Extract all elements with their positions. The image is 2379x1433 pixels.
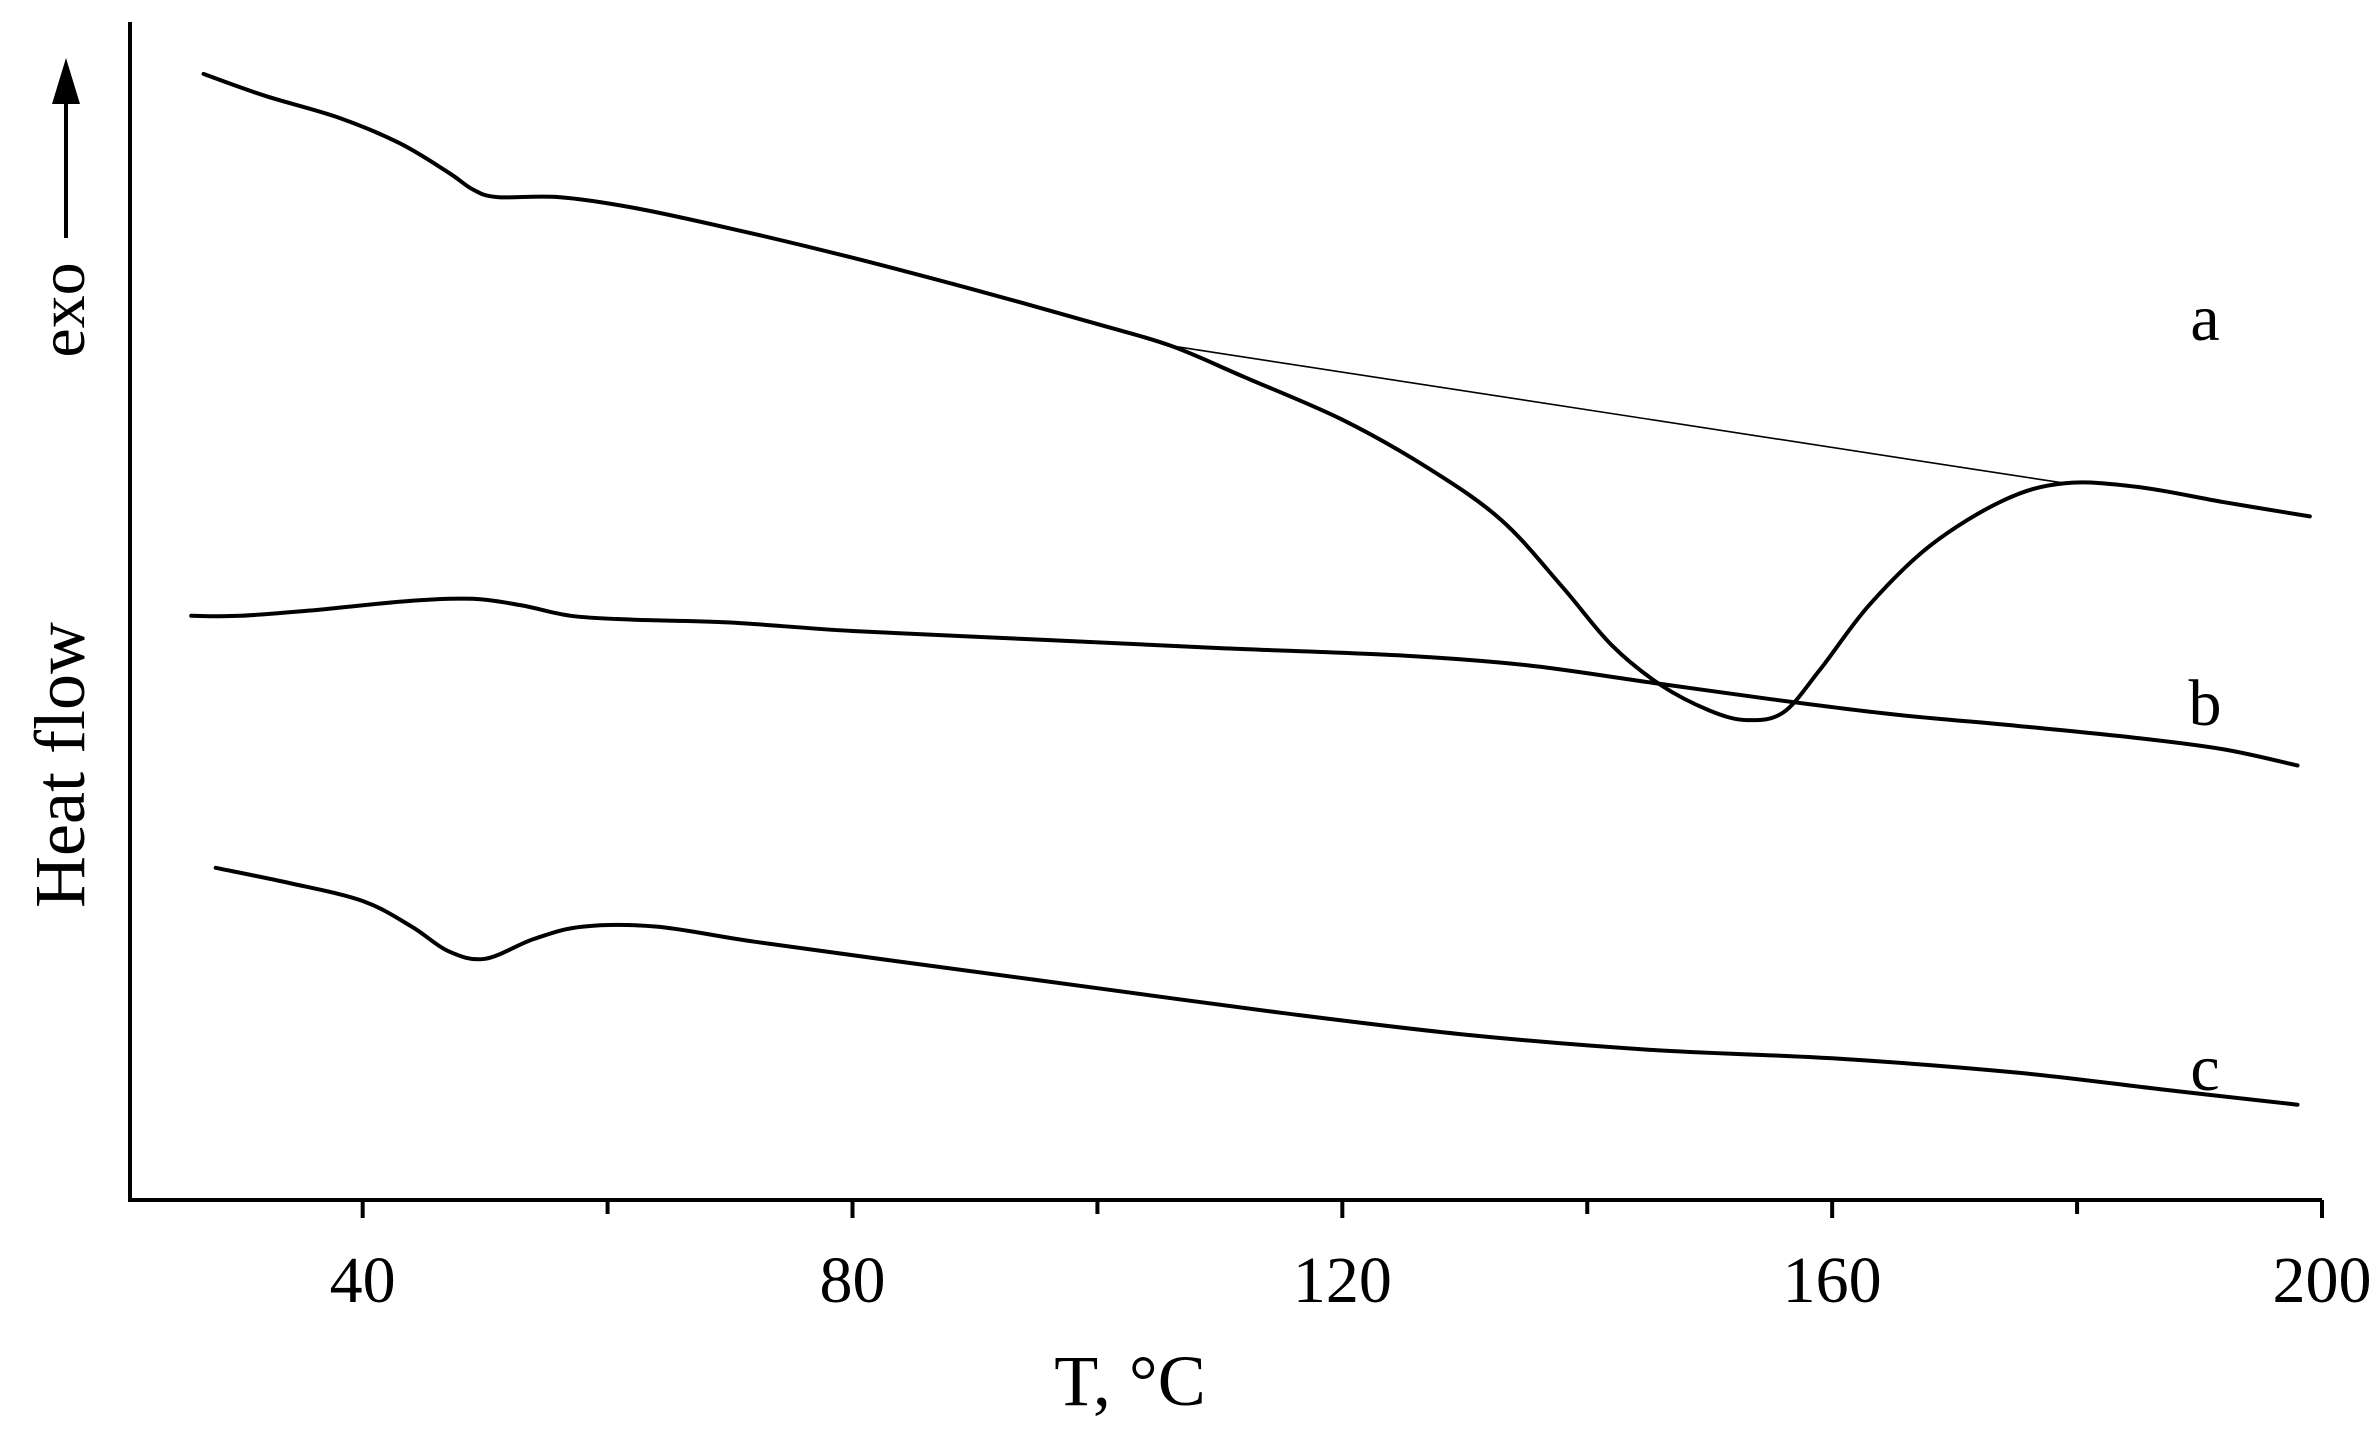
x-tick-label-80: 80 (820, 1244, 886, 1317)
x-axis-title: T, °C (1054, 1341, 1205, 1421)
x-ticks (360, 1200, 2324, 1218)
x-tick-labels: 40 80 120 160 200 (330, 1244, 2372, 1317)
exo-indicator: exo (26, 58, 99, 358)
curve-a (201, 71, 2312, 723)
exo-label: exo (26, 262, 99, 357)
x-tick-label-120: 120 (1293, 1244, 1392, 1317)
baseline-line (1170, 345, 2066, 484)
y-axis-title: Heat flow (20, 622, 100, 908)
curve-label-a: a (2190, 282, 2219, 355)
x-tick-label-160: 160 (1783, 1244, 1882, 1317)
exo-arrow-head (52, 58, 80, 104)
chart-axes (128, 22, 2322, 1202)
curve-labels: a b c (2189, 282, 2222, 1105)
curve-b (189, 596, 2300, 768)
curve-label-c: c (2190, 1032, 2219, 1105)
curve-c (213, 865, 2300, 1107)
curves (189, 71, 2312, 1107)
curve-label-b: b (2189, 667, 2222, 740)
x-tick-label-40: 40 (330, 1244, 396, 1317)
x-tick-label-200: 200 (2273, 1244, 2372, 1317)
